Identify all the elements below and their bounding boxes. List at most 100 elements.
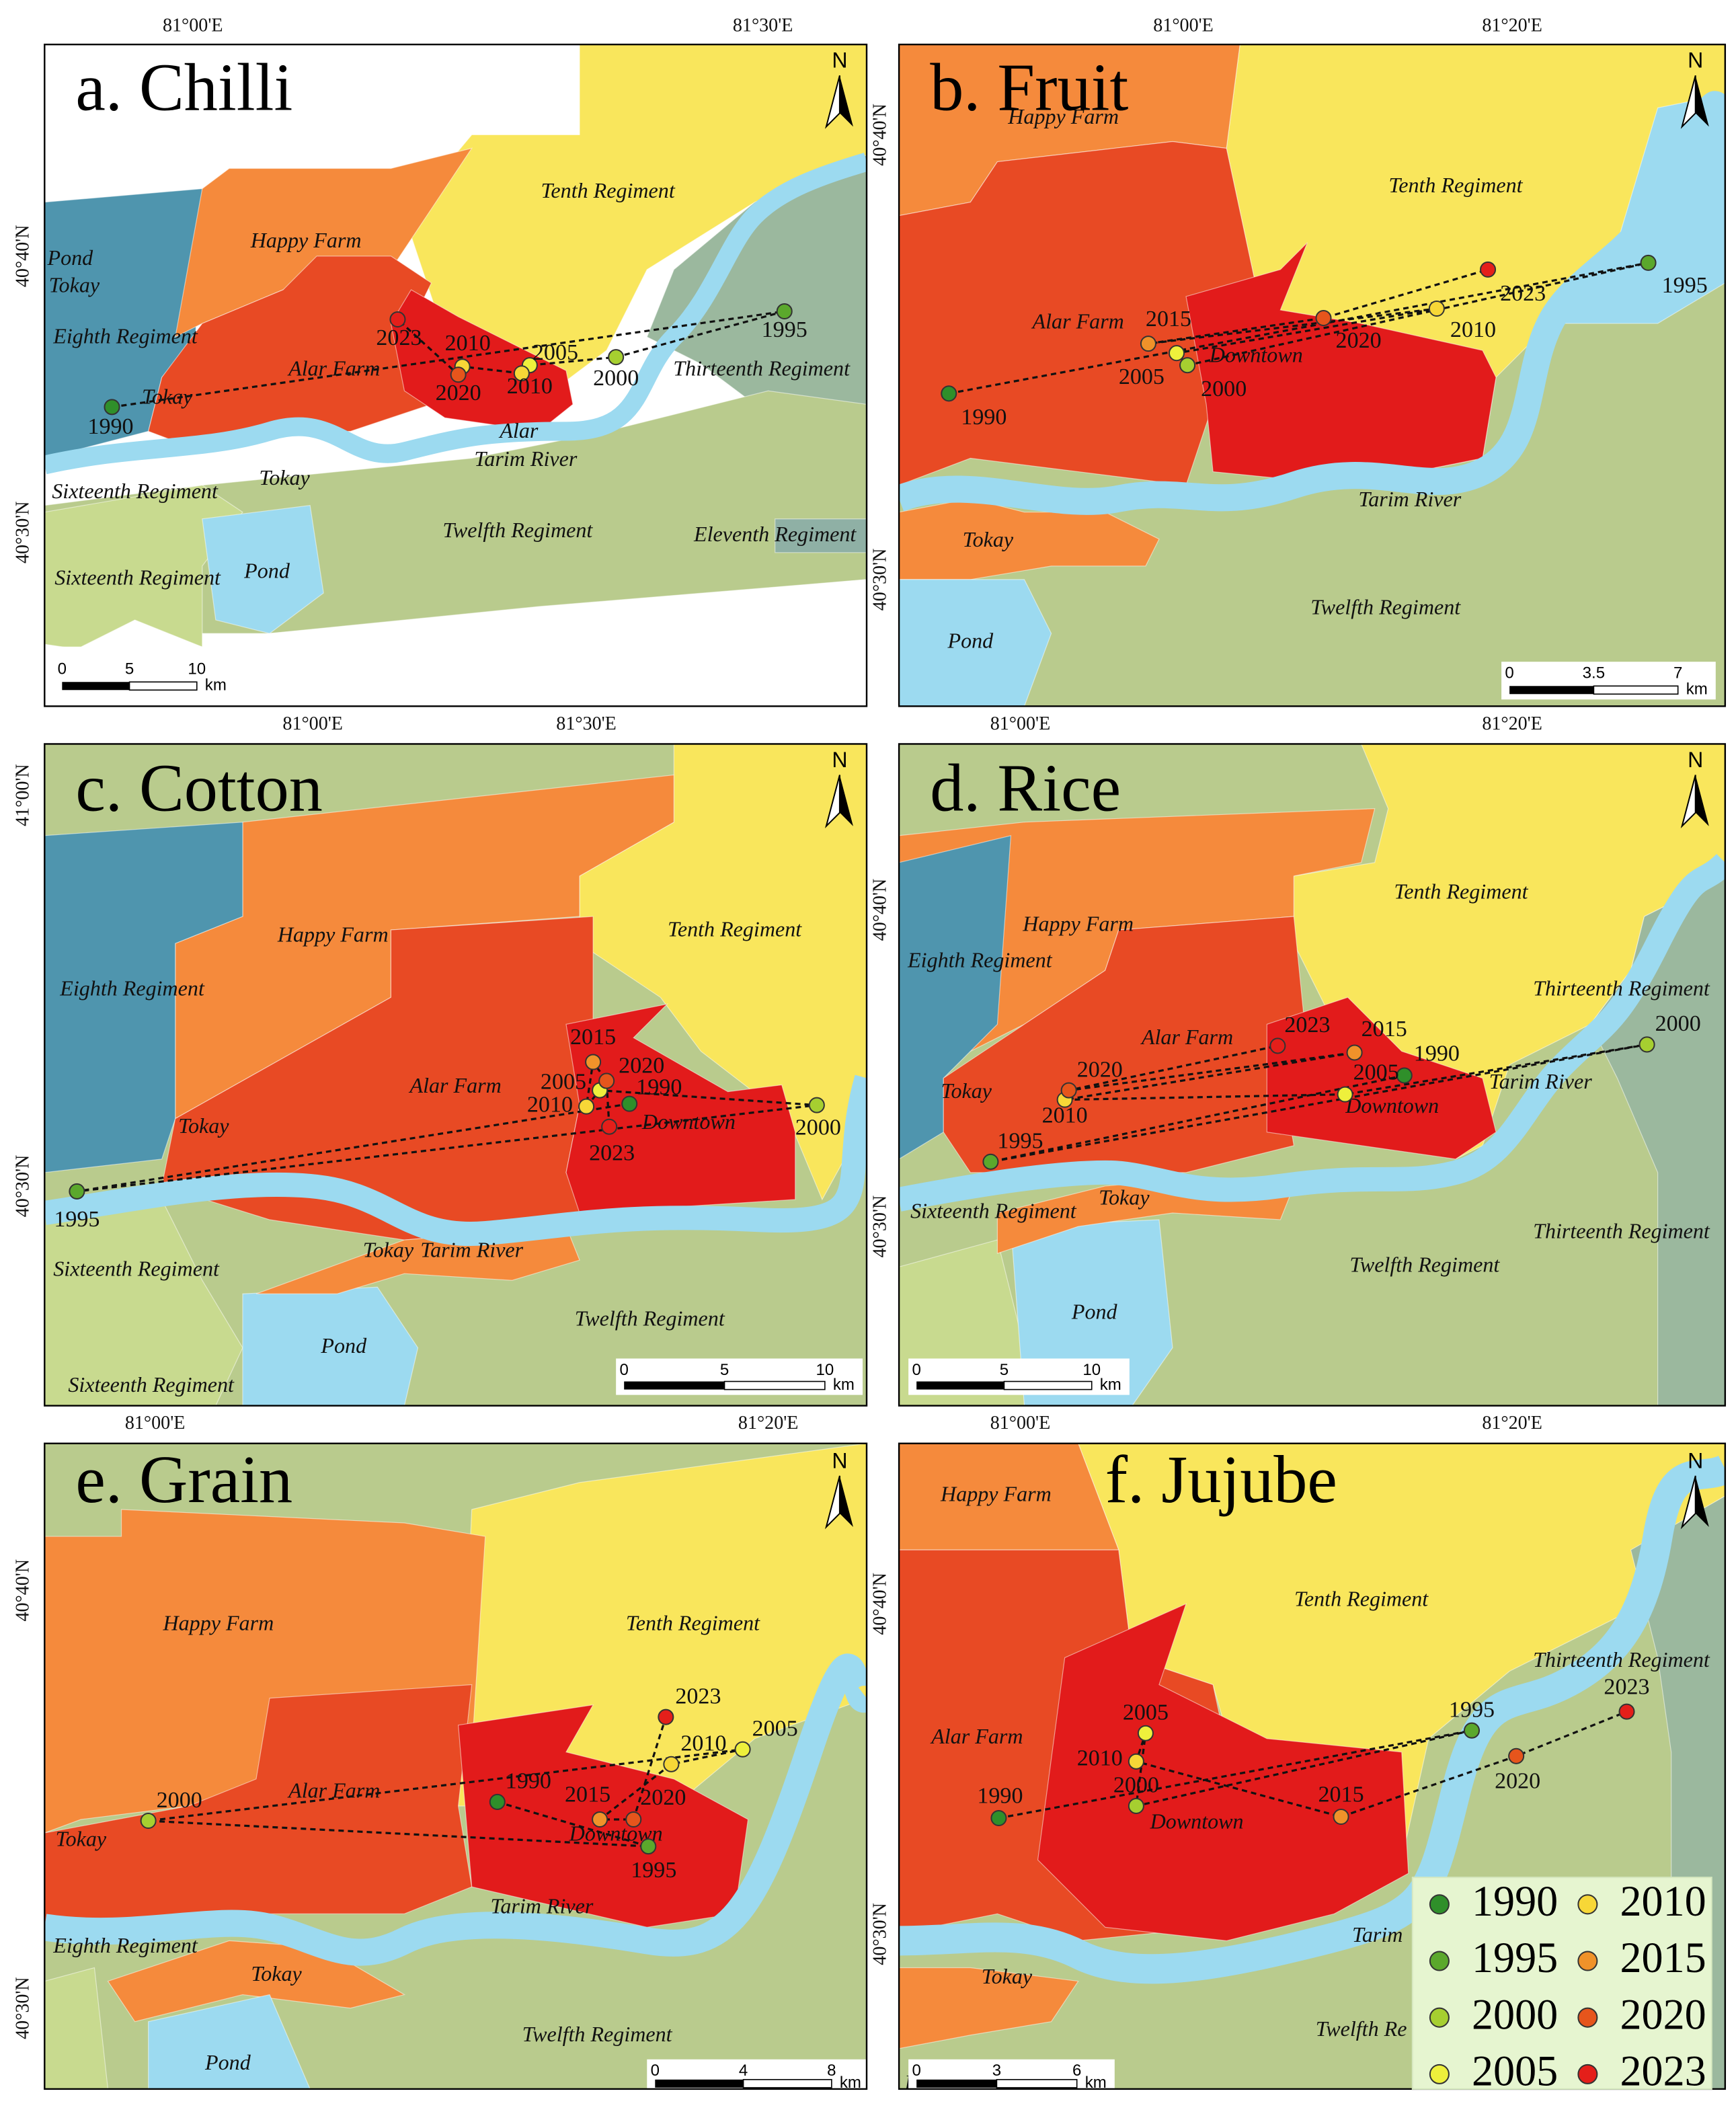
year-label: 2023	[1284, 1013, 1330, 1037]
year-label: 2005	[1353, 1060, 1399, 1085]
place-label: Tokay	[941, 1078, 992, 1103]
place-label: Twelfth Regiment	[442, 518, 593, 542]
centroid-point	[1428, 300, 1445, 317]
north-arrow-right	[839, 775, 853, 826]
scale-tick: 0	[912, 2062, 920, 2080]
latitude-label: 40°30'N	[869, 549, 890, 611]
place-label: Twelfth Regiment	[1310, 594, 1461, 619]
place-label: Tokay	[259, 465, 310, 489]
legend-label: 2000	[1472, 1990, 1558, 2038]
latitude-label: 40°30'N	[13, 501, 34, 563]
scale-tick: 0	[912, 1361, 920, 1379]
place-label: Sixteenth Regiment	[54, 565, 221, 589]
place-label: Tokay	[963, 527, 1014, 551]
year-label: 2015	[565, 1782, 610, 1807]
region	[44, 1967, 109, 2089]
latitude-label: 40°40'N	[13, 225, 34, 288]
scale-tick: 0	[58, 660, 67, 678]
centroid-track	[948, 262, 1649, 395]
map-panel: Happy Farm Tenth Regiment Thirteenth Regim…	[899, 1442, 1725, 2089]
panel-title: e. Grain	[75, 1442, 292, 1517]
place-label: Tokay	[251, 1961, 302, 1986]
year-label: 2015	[1146, 307, 1191, 331]
centroid-point	[1179, 357, 1196, 374]
place-label: Tokay	[982, 1964, 1033, 1988]
place-label: Tenth Regiment	[668, 916, 802, 941]
longitude-label: 81°20'E	[1482, 713, 1542, 734]
panel-title: f. Jujube	[1105, 1442, 1337, 1517]
centroid-point	[1128, 1753, 1144, 1770]
place-label: Pond	[320, 1333, 367, 1358]
scale-tick: 5	[125, 660, 134, 678]
scale-tick: 6	[1072, 2062, 1081, 2080]
centroid-track	[990, 1043, 1647, 1163]
map-panel: Happy Farm Tenth Regiment Alar Farm Downtow…	[899, 44, 1725, 707]
longitude-label: 81°20'E	[1482, 1413, 1542, 1434]
place-label: Eighth Regiment	[907, 948, 1053, 972]
place-label: Thirteenth Regiment	[1533, 1218, 1710, 1243]
place-label: Tenth Regiment	[1394, 879, 1528, 903]
year-label: 2023	[1500, 281, 1546, 306]
place-label: Twelfth Regiment	[522, 2022, 673, 2046]
legend-label: 2020	[1620, 1990, 1706, 2038]
place-label: Alar Farm	[1140, 1025, 1233, 1049]
centroid-point	[1640, 254, 1657, 271]
centroid-point	[1140, 336, 1156, 352]
scale-tick: 10	[188, 660, 206, 678]
scale-tick: 3	[992, 2062, 1001, 2080]
place-label: Downtown	[1345, 1093, 1439, 1117]
year-label: 2010	[680, 1731, 726, 1756]
region	[390, 289, 574, 432]
place-label: Pond	[204, 2050, 251, 2074]
place-label: Tenth Regiment	[1294, 1587, 1429, 1611]
centroid-point	[1333, 1808, 1349, 1825]
year-label: 1990	[636, 1074, 682, 1099]
tarim-river	[44, 1074, 867, 1247]
scale-tick: 3.5	[1583, 664, 1605, 682]
scale-tick: 10	[1082, 1361, 1101, 1379]
centroid-point	[1508, 1748, 1525, 1764]
year-label: 2023	[675, 1684, 721, 1709]
centroid-point	[140, 1812, 157, 1830]
scale-bar-right	[1593, 685, 1679, 695]
centroid-point	[625, 1811, 642, 1828]
place-label: Alar	[498, 418, 539, 442]
place-label: Tokay	[56, 1826, 107, 1850]
place-label: Pond	[947, 628, 994, 652]
longitude-label: 81°30'E	[556, 713, 616, 734]
centroid-point	[608, 349, 625, 366]
place-label: Thirteenth Regiment	[673, 356, 851, 381]
legend-label: 1995	[1472, 1934, 1558, 1981]
scale-bar-right	[742, 2079, 832, 2088]
place-label: Twelfth Regiment	[575, 1306, 725, 1331]
centroid-point	[1337, 1086, 1353, 1103]
place-label: Happy Farm	[940, 1481, 1052, 1505]
year-label: 1995	[1662, 273, 1708, 298]
place-label: Tarim River	[1489, 1069, 1592, 1093]
year-label: 2000	[795, 1115, 841, 1140]
place-label: Alar Farm	[287, 356, 380, 381]
legend-swatch	[1429, 2064, 1450, 2084]
longitude-label: 81°00'E	[990, 1413, 1050, 1434]
centroid-point	[1618, 1703, 1635, 1720]
scale-unit: km	[833, 1376, 855, 1394]
place-label: Downtown	[1209, 343, 1303, 367]
place-label: Tokay	[178, 1113, 229, 1138]
place-label: Tarim River	[420, 1237, 523, 1261]
region	[775, 518, 867, 553]
latitude-label: 40°30'N	[13, 1977, 34, 2039]
panel-title: a. Chilli	[75, 50, 292, 124]
place-label: Happy Farm	[1022, 911, 1134, 935]
place-label: Eighth Regiment	[59, 976, 205, 1000]
centroid-point	[1137, 1725, 1154, 1741]
scale-tick: 0	[620, 1361, 629, 1379]
centroid-point	[1315, 310, 1332, 327]
place-label: Tenth Regiment	[541, 178, 676, 202]
year-label: 2010	[445, 331, 491, 356]
place-label: Sixteenth Regiment	[910, 1198, 1077, 1222]
year-label: 2000	[1113, 1773, 1159, 1798]
legend-label: 2005	[1472, 2047, 1558, 2095]
place-label: Tarim River	[474, 446, 577, 471]
